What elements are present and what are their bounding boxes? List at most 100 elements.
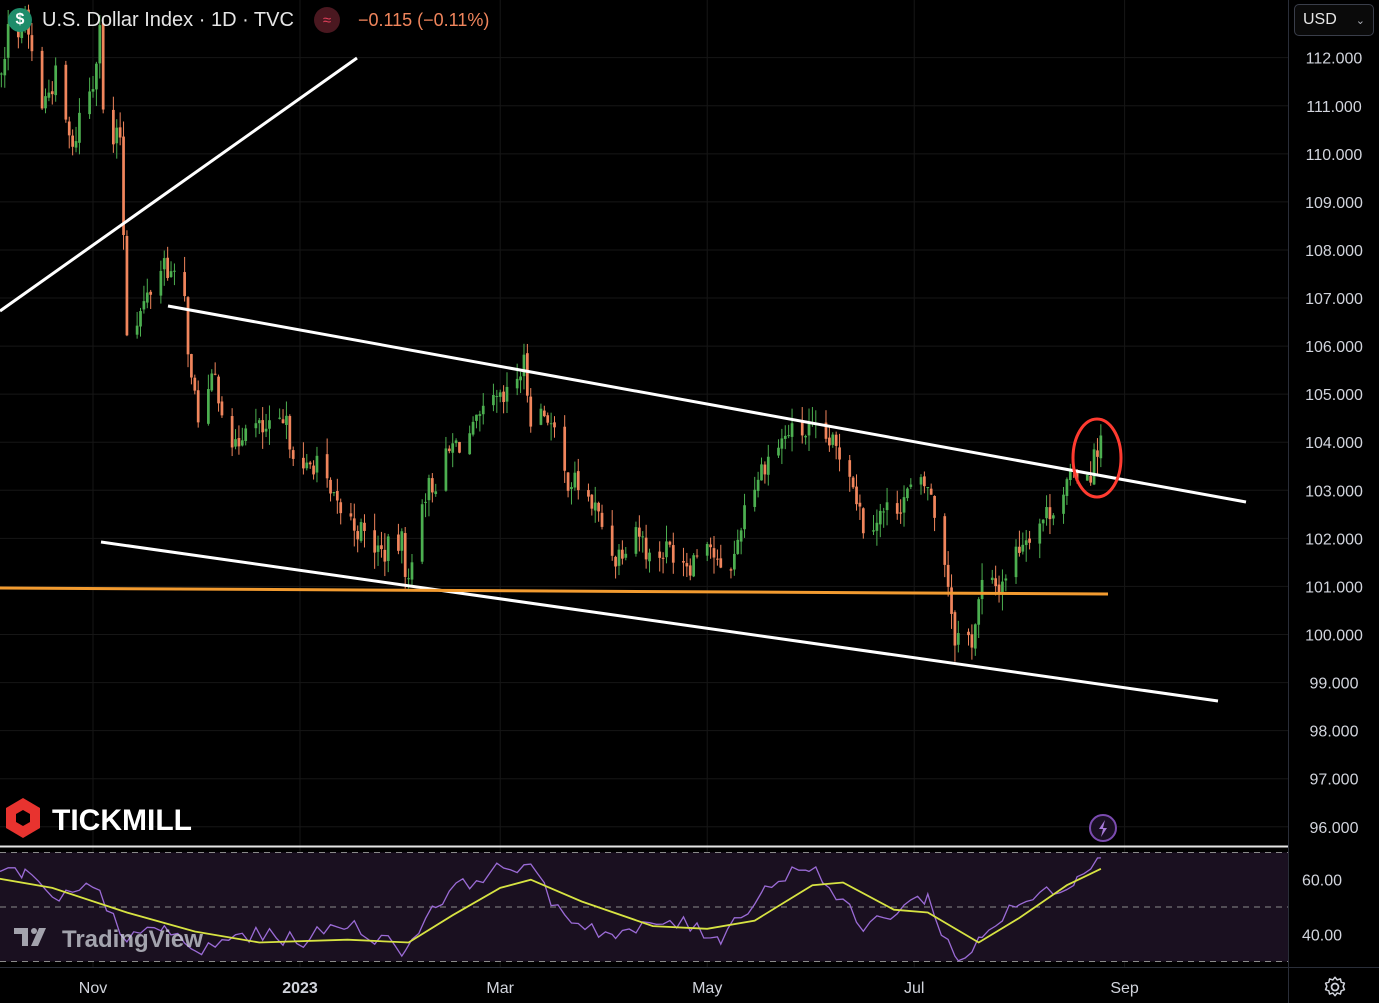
candle-body <box>906 488 909 499</box>
candle-body <box>923 476 926 487</box>
candle-body <box>563 426 567 471</box>
candle-body <box>495 396 499 398</box>
tradingview-logo-text: TradingView <box>62 926 203 953</box>
price-tick-label: 102.000 <box>1305 531 1363 548</box>
candle-body <box>593 502 597 511</box>
candle-body <box>766 456 770 475</box>
candle-body <box>305 462 309 469</box>
replay-button[interactable] <box>1089 814 1117 842</box>
candle-body <box>597 502 600 512</box>
wave-icon[interactable]: ≈ <box>313 7 340 33</box>
highlight-circle[interactable] <box>1071 417 1123 499</box>
candle-body <box>74 141 78 148</box>
candle-body <box>376 545 380 552</box>
candle-body <box>709 544 712 548</box>
candle-body <box>828 437 831 446</box>
symbol-title[interactable]: U.S. Dollar Index · 1D · TVC <box>42 8 294 31</box>
candle-body <box>101 23 105 110</box>
candle-body <box>505 386 509 402</box>
candle-body <box>875 522 879 531</box>
candle-body <box>54 65 58 96</box>
candle-body <box>115 127 119 144</box>
candle-body <box>352 518 356 531</box>
price-tick-label: 106.000 <box>1305 339 1363 356</box>
channel-upper-line[interactable] <box>167 304 1247 504</box>
candle-body <box>688 565 692 576</box>
candle-body <box>1038 523 1042 544</box>
time-tick-label: Mar <box>486 980 514 997</box>
candle-body <box>173 270 176 272</box>
candle-body <box>787 435 791 437</box>
candle-body <box>729 569 733 571</box>
candle-body <box>872 530 875 532</box>
lightning-icon[interactable] <box>1099 820 1107 837</box>
rsi-ma-line <box>0 867 1102 944</box>
candle-body <box>444 448 448 491</box>
candle-body <box>234 439 237 447</box>
candle-body <box>237 438 241 447</box>
candle-body <box>967 631 970 636</box>
drawings <box>0 56 1247 703</box>
candle-body <box>291 450 295 459</box>
gear-icon[interactable] <box>1322 974 1348 1000</box>
price-tick-label: 97.000 <box>1310 772 1359 789</box>
candle-body <box>471 421 475 435</box>
candle-body <box>118 127 122 138</box>
dollar-icon[interactable]: $ <box>8 8 32 32</box>
candle-body <box>302 457 305 469</box>
candle-body <box>50 91 54 95</box>
candle-body <box>454 440 458 444</box>
candle-body <box>946 564 950 587</box>
candle-body <box>685 563 689 567</box>
candle-body <box>1099 435 1103 459</box>
candle-body <box>658 551 662 558</box>
candle-body <box>1092 449 1096 485</box>
candle-body <box>339 502 343 514</box>
candle-body <box>824 422 828 439</box>
candle-body <box>800 422 804 436</box>
candle-body <box>359 522 363 541</box>
candle-body <box>831 434 835 445</box>
currency-selector[interactable]: USD ⌄ <box>1294 4 1374 36</box>
candle-body <box>427 477 431 501</box>
candle-body <box>498 392 502 397</box>
tickmill-logo-mark-inner <box>16 810 30 826</box>
candle-body <box>332 492 336 494</box>
candle-body <box>570 487 573 490</box>
candle-body <box>994 578 998 587</box>
channel-lower-line[interactable] <box>100 540 1219 703</box>
symbol-header: $ U.S. Dollar Index · 1D · TVC ≈ −0.115 … <box>8 6 489 34</box>
support-line[interactable] <box>0 586 1109 596</box>
candle-body <box>671 545 675 563</box>
candle-body <box>403 533 407 577</box>
candle-body <box>617 549 621 566</box>
candle-body <box>135 325 139 335</box>
candle-body <box>648 552 651 562</box>
candle-body <box>420 504 424 562</box>
candle-body <box>407 578 410 580</box>
trend-line-up[interactable] <box>0 56 358 313</box>
candle-body <box>644 537 648 560</box>
candle-body <box>400 531 404 551</box>
candle-body <box>838 447 841 460</box>
candle-body <box>716 558 719 560</box>
candle-body <box>308 462 312 465</box>
price-tick-label: 103.000 <box>1305 483 1363 500</box>
candle-body <box>760 464 763 481</box>
candle-body <box>268 420 271 429</box>
candle-body <box>777 447 780 456</box>
price-tick-label: 101.000 <box>1305 579 1363 596</box>
candle-body <box>1014 546 1018 578</box>
candle-body <box>47 92 51 98</box>
candle-body <box>356 531 360 540</box>
candle-body <box>790 423 794 437</box>
candle-body <box>112 109 115 145</box>
candle-body <box>162 258 166 270</box>
candle-body <box>125 235 129 336</box>
candle-body <box>257 420 261 424</box>
candle-body <box>929 488 933 495</box>
candle-body <box>1045 507 1048 519</box>
candle-body <box>95 63 98 90</box>
price-change: −0.115 (−0.11%) <box>357 9 490 30</box>
